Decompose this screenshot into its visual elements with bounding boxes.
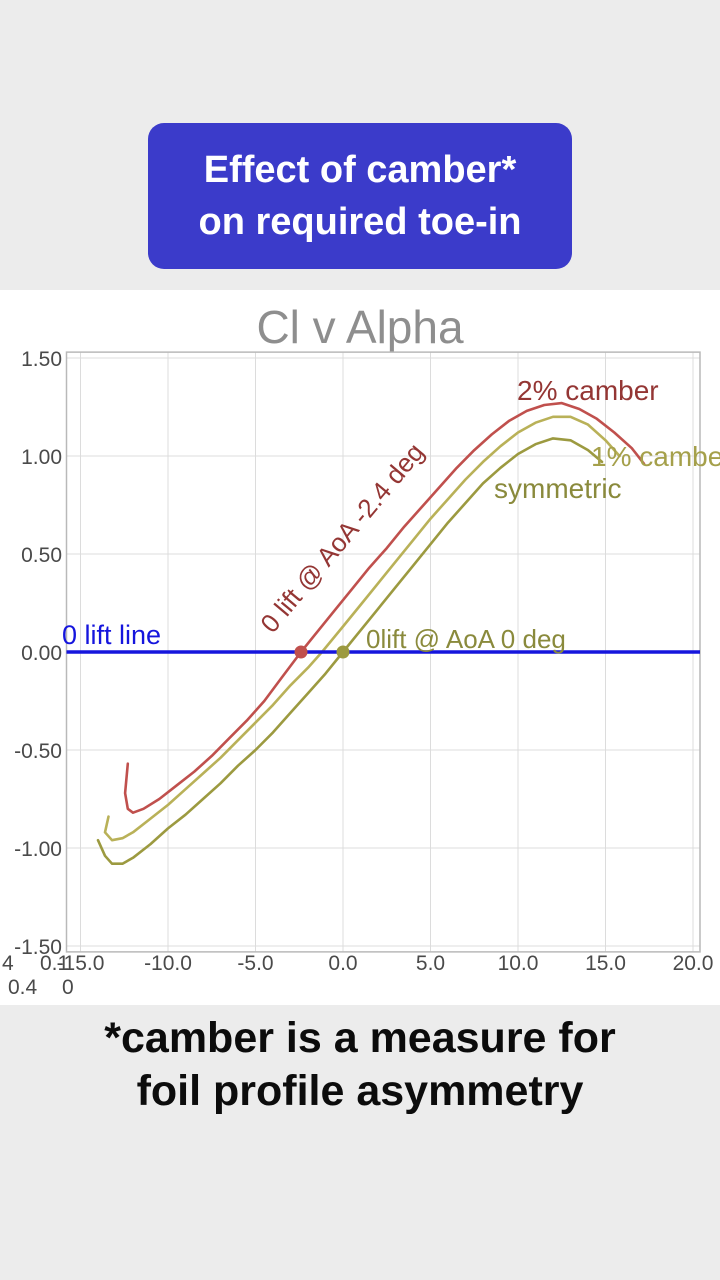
svg-text:0.1: 0.1 (40, 952, 69, 975)
series-label-1pct-camber: 1% camber (591, 441, 720, 472)
svg-text:-5.0: -5.0 (237, 952, 273, 975)
svg-text:0.50: 0.50 (21, 544, 62, 567)
zero-lift-line-label: 0 lift line (62, 620, 162, 650)
svg-text:1.00: 1.00 (21, 446, 62, 469)
svg-text:-15.0: -15.0 (57, 952, 105, 975)
svg-text:-10.0: -10.0 (144, 952, 192, 975)
svg-text:0.0: 0.0 (328, 952, 357, 975)
footnote-caption: *camber is a measure for foil profile as… (0, 1012, 720, 1118)
svg-text:20.0: 20.0 (673, 952, 714, 975)
svg-text:-0.50: -0.50 (14, 740, 62, 763)
symmetric-zero-lift-annotation: 0lift @ AoA 0 deg (366, 624, 566, 654)
svg-text:10.0: 10.0 (498, 952, 539, 975)
svg-text:-1.00: -1.00 (14, 838, 62, 861)
footnote-line2: foil profile asymmetry (136, 1067, 584, 1115)
svg-text:5.0: 5.0 (416, 952, 445, 975)
chart-title: Cl v Alpha (256, 301, 464, 353)
svg-text:15.0: 15.0 (585, 952, 626, 975)
title-badge: Effect of camber* on required toe-in (148, 123, 572, 269)
svg-text:-1.50: -1.50 (14, 936, 62, 959)
svg-text:0.4: 0.4 (8, 976, 38, 999)
series-label-2pct-camber: 2% camber (517, 375, 659, 406)
cl-v-alpha-plot: -15.0 -10.0 -5.0 0.0 5.0 10.0 15.0 20.0 1.50 1.00… (2, 350, 714, 999)
chart-panel: Cl v Alpha -15.0 -10.0 -5.0 0.0 5.0 10.0 15.0 2… (0, 290, 720, 1005)
title-badge-line2: on required toe-in (198, 201, 522, 243)
series-label-symmetric: symmetric (494, 473, 622, 504)
svg-text:0.00: 0.00 (21, 642, 62, 665)
svg-text:0: 0 (62, 976, 74, 999)
svg-text:4: 4 (2, 952, 14, 975)
svg-text:1.50: 1.50 (21, 350, 62, 371)
footnote-line1: *camber is a measure for (104, 1014, 616, 1062)
title-badge-line1: Effect of camber* (203, 149, 517, 191)
